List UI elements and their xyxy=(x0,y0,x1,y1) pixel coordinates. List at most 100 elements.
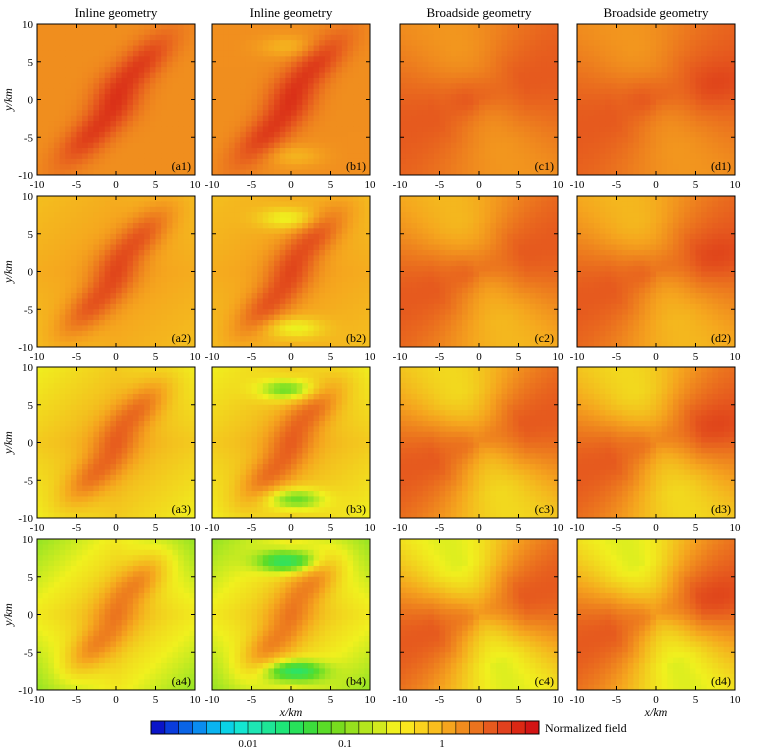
x-axis-label: x/km xyxy=(644,705,668,719)
x-tick-label: -10 xyxy=(205,694,220,706)
heatmap-field xyxy=(577,24,735,175)
x-tick-label: -5 xyxy=(72,351,82,363)
x-tick-label: 5 xyxy=(153,351,159,363)
x-tick-label: -5 xyxy=(247,351,257,363)
panel-a1: -10 -5 0 5 10 -10 -5 0 5 10 y/km (a1) xyxy=(1,19,201,191)
colorbar-swatch xyxy=(386,721,401,734)
x-tick-label: 10 xyxy=(553,522,565,534)
colorbar-swatch xyxy=(178,721,193,734)
colorbar-swatch xyxy=(455,721,471,734)
x-tick-label: -5 xyxy=(612,694,622,706)
heatmap-field xyxy=(577,196,735,347)
y-tick-label: 10 xyxy=(22,534,34,546)
x-tick-label: 10 xyxy=(190,522,202,534)
colorbar-swatch xyxy=(400,721,415,734)
panel-d2: -10 -5 0 5 10 (d2) xyxy=(570,195,742,363)
x-tick-label: 5 xyxy=(693,179,699,191)
x-tick-label: 5 xyxy=(328,522,334,534)
colorbar-swatch xyxy=(525,721,540,734)
x-tick-label: -5 xyxy=(435,694,445,706)
panel-label: (a3) xyxy=(172,502,191,516)
heatmap-field xyxy=(400,539,558,690)
panel-label: (d3) xyxy=(711,502,731,516)
heatmap-field xyxy=(400,367,558,518)
colorbar-swatch xyxy=(442,721,457,734)
colorbar-swatch xyxy=(289,721,304,734)
colorbar-swatch xyxy=(497,721,512,734)
heatmap-field xyxy=(212,367,370,518)
x-tick-label: 0 xyxy=(476,694,482,706)
x-tick-label: 0 xyxy=(476,179,482,191)
y-tick-label: -10 xyxy=(18,170,33,182)
colorbar-swatch xyxy=(164,721,180,734)
x-tick-label: -10 xyxy=(570,694,585,706)
x-tick-label: -10 xyxy=(393,694,408,706)
panel-label: (c3) xyxy=(535,502,554,516)
panel-label: (d4) xyxy=(711,674,731,688)
y-tick-label: -5 xyxy=(24,304,34,316)
x-tick-label: -10 xyxy=(393,351,408,363)
colorbar-swatch xyxy=(345,721,360,734)
panel-b2: -10 -5 0 5 10 (b2) xyxy=(205,195,376,363)
x-tick-label: 0 xyxy=(288,179,294,191)
y-axis-label: y/km xyxy=(1,260,15,284)
colorbar-tick-label: 1 xyxy=(439,738,445,750)
heatmap-field xyxy=(400,196,558,347)
x-tick-label: 5 xyxy=(693,522,699,534)
x-tick-label: 10 xyxy=(365,179,377,191)
x-tick-label: -5 xyxy=(612,179,622,191)
x-tick-label: -10 xyxy=(393,179,408,191)
x-tick-label: -10 xyxy=(205,351,220,363)
x-tick-label: 0 xyxy=(113,179,119,191)
x-tick-label: 0 xyxy=(288,351,294,363)
x-tick-label: 5 xyxy=(516,522,522,534)
panel-label: (b4) xyxy=(346,674,366,688)
panel-label: (b3) xyxy=(346,502,366,516)
heatmap-field xyxy=(37,196,195,347)
panel-label: (c1) xyxy=(535,159,554,173)
x-tick-label: 10 xyxy=(190,179,202,191)
colorbar: 0.01 0.1 1 Normalized field xyxy=(150,720,627,750)
x-tick-label: 0 xyxy=(288,694,294,706)
panel-d1: -10 -5 0 5 10 (d1) xyxy=(570,23,742,191)
colorbar-label: Normalized field xyxy=(545,721,627,735)
colorbar-swatch xyxy=(511,721,526,734)
y-tick-label: -5 xyxy=(24,647,34,659)
column-title: Inline geometry xyxy=(250,5,333,20)
heatmap-field xyxy=(577,367,735,518)
y-tick-label: 10 xyxy=(22,19,34,31)
panel-c3: -10 -5 0 5 10 (c3) xyxy=(393,366,565,534)
x-tick-label: 5 xyxy=(516,351,522,363)
y-tick-label: 5 xyxy=(28,57,34,69)
x-tick-label: -5 xyxy=(247,522,257,534)
y-axis-label: y/km xyxy=(1,603,15,627)
panel-label: (d1) xyxy=(711,159,731,173)
colorbar-swatch xyxy=(151,721,166,734)
x-tick-label: 5 xyxy=(153,694,159,706)
colorbar-swatch xyxy=(414,721,429,734)
heatmap-field xyxy=(212,196,370,347)
x-tick-label: -5 xyxy=(435,351,445,363)
panel-label: (c2) xyxy=(535,331,554,345)
x-tick-label: 10 xyxy=(730,694,742,706)
x-tick-label: 5 xyxy=(328,179,334,191)
colorbar-swatch xyxy=(261,721,277,734)
y-tick-label: -10 xyxy=(18,685,33,697)
x-tick-label: 0 xyxy=(476,351,482,363)
x-tick-label: -5 xyxy=(247,179,257,191)
colorbar-swatch xyxy=(428,721,443,734)
x-tick-label: 10 xyxy=(730,351,742,363)
colorbar-swatch xyxy=(331,721,346,734)
x-tick-label: -10 xyxy=(30,522,45,534)
x-tick-label: -10 xyxy=(205,179,220,191)
panel-label: (c4) xyxy=(535,674,554,688)
panel-c1: -10 -5 0 5 10 (c1) xyxy=(393,23,564,191)
x-tick-label: 10 xyxy=(730,179,742,191)
x-tick-label: -10 xyxy=(393,522,408,534)
heatmap-field xyxy=(212,539,370,690)
x-tick-label: 0 xyxy=(653,351,659,363)
colorbar-swatch xyxy=(358,721,374,734)
x-tick-label: -5 xyxy=(72,179,82,191)
y-tick-label: 10 xyxy=(22,191,34,203)
y-tick-label: -10 xyxy=(18,513,33,525)
